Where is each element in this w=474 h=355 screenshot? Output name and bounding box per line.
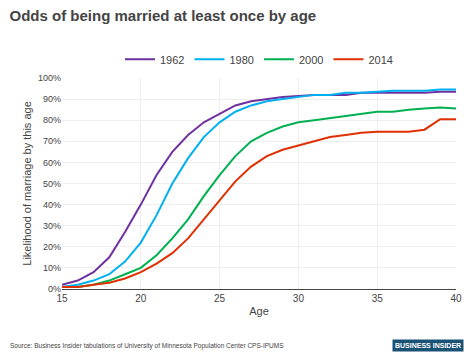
svg-text:2014: 2014: [368, 54, 392, 66]
svg-text:Odds of being married at least: Odds of being married at least once by a…: [9, 7, 316, 24]
svg-text:2000: 2000: [299, 54, 323, 66]
svg-text:40: 40: [450, 293, 462, 304]
svg-text:1962: 1962: [160, 54, 184, 66]
svg-text:15: 15: [56, 293, 68, 304]
svg-text:0%: 0%: [48, 284, 61, 294]
svg-text:70%: 70%: [43, 136, 61, 146]
svg-text:60%: 60%: [43, 158, 61, 168]
svg-text:20: 20: [135, 293, 147, 304]
svg-text:25: 25: [214, 293, 226, 304]
svg-text:Age: Age: [249, 305, 269, 317]
svg-text:50%: 50%: [43, 179, 61, 189]
svg-text:BUSINESS INSIDER: BUSINESS INSIDER: [395, 342, 461, 349]
svg-text:35: 35: [372, 293, 384, 304]
svg-text:90%: 90%: [43, 94, 61, 104]
svg-text:40%: 40%: [43, 200, 61, 210]
svg-text:1980: 1980: [229, 54, 253, 66]
svg-text:100%: 100%: [38, 73, 61, 83]
svg-text:80%: 80%: [43, 115, 61, 125]
svg-text:10%: 10%: [43, 263, 61, 273]
svg-text:Likelihood of marriage by this: Likelihood of marriage by this age: [21, 101, 33, 265]
svg-text:20%: 20%: [43, 242, 61, 252]
svg-text:30%: 30%: [43, 221, 61, 231]
svg-text:Source: Business Insider tabul: Source: Business Insider tabulations of …: [10, 342, 284, 350]
svg-text:30: 30: [293, 293, 305, 304]
